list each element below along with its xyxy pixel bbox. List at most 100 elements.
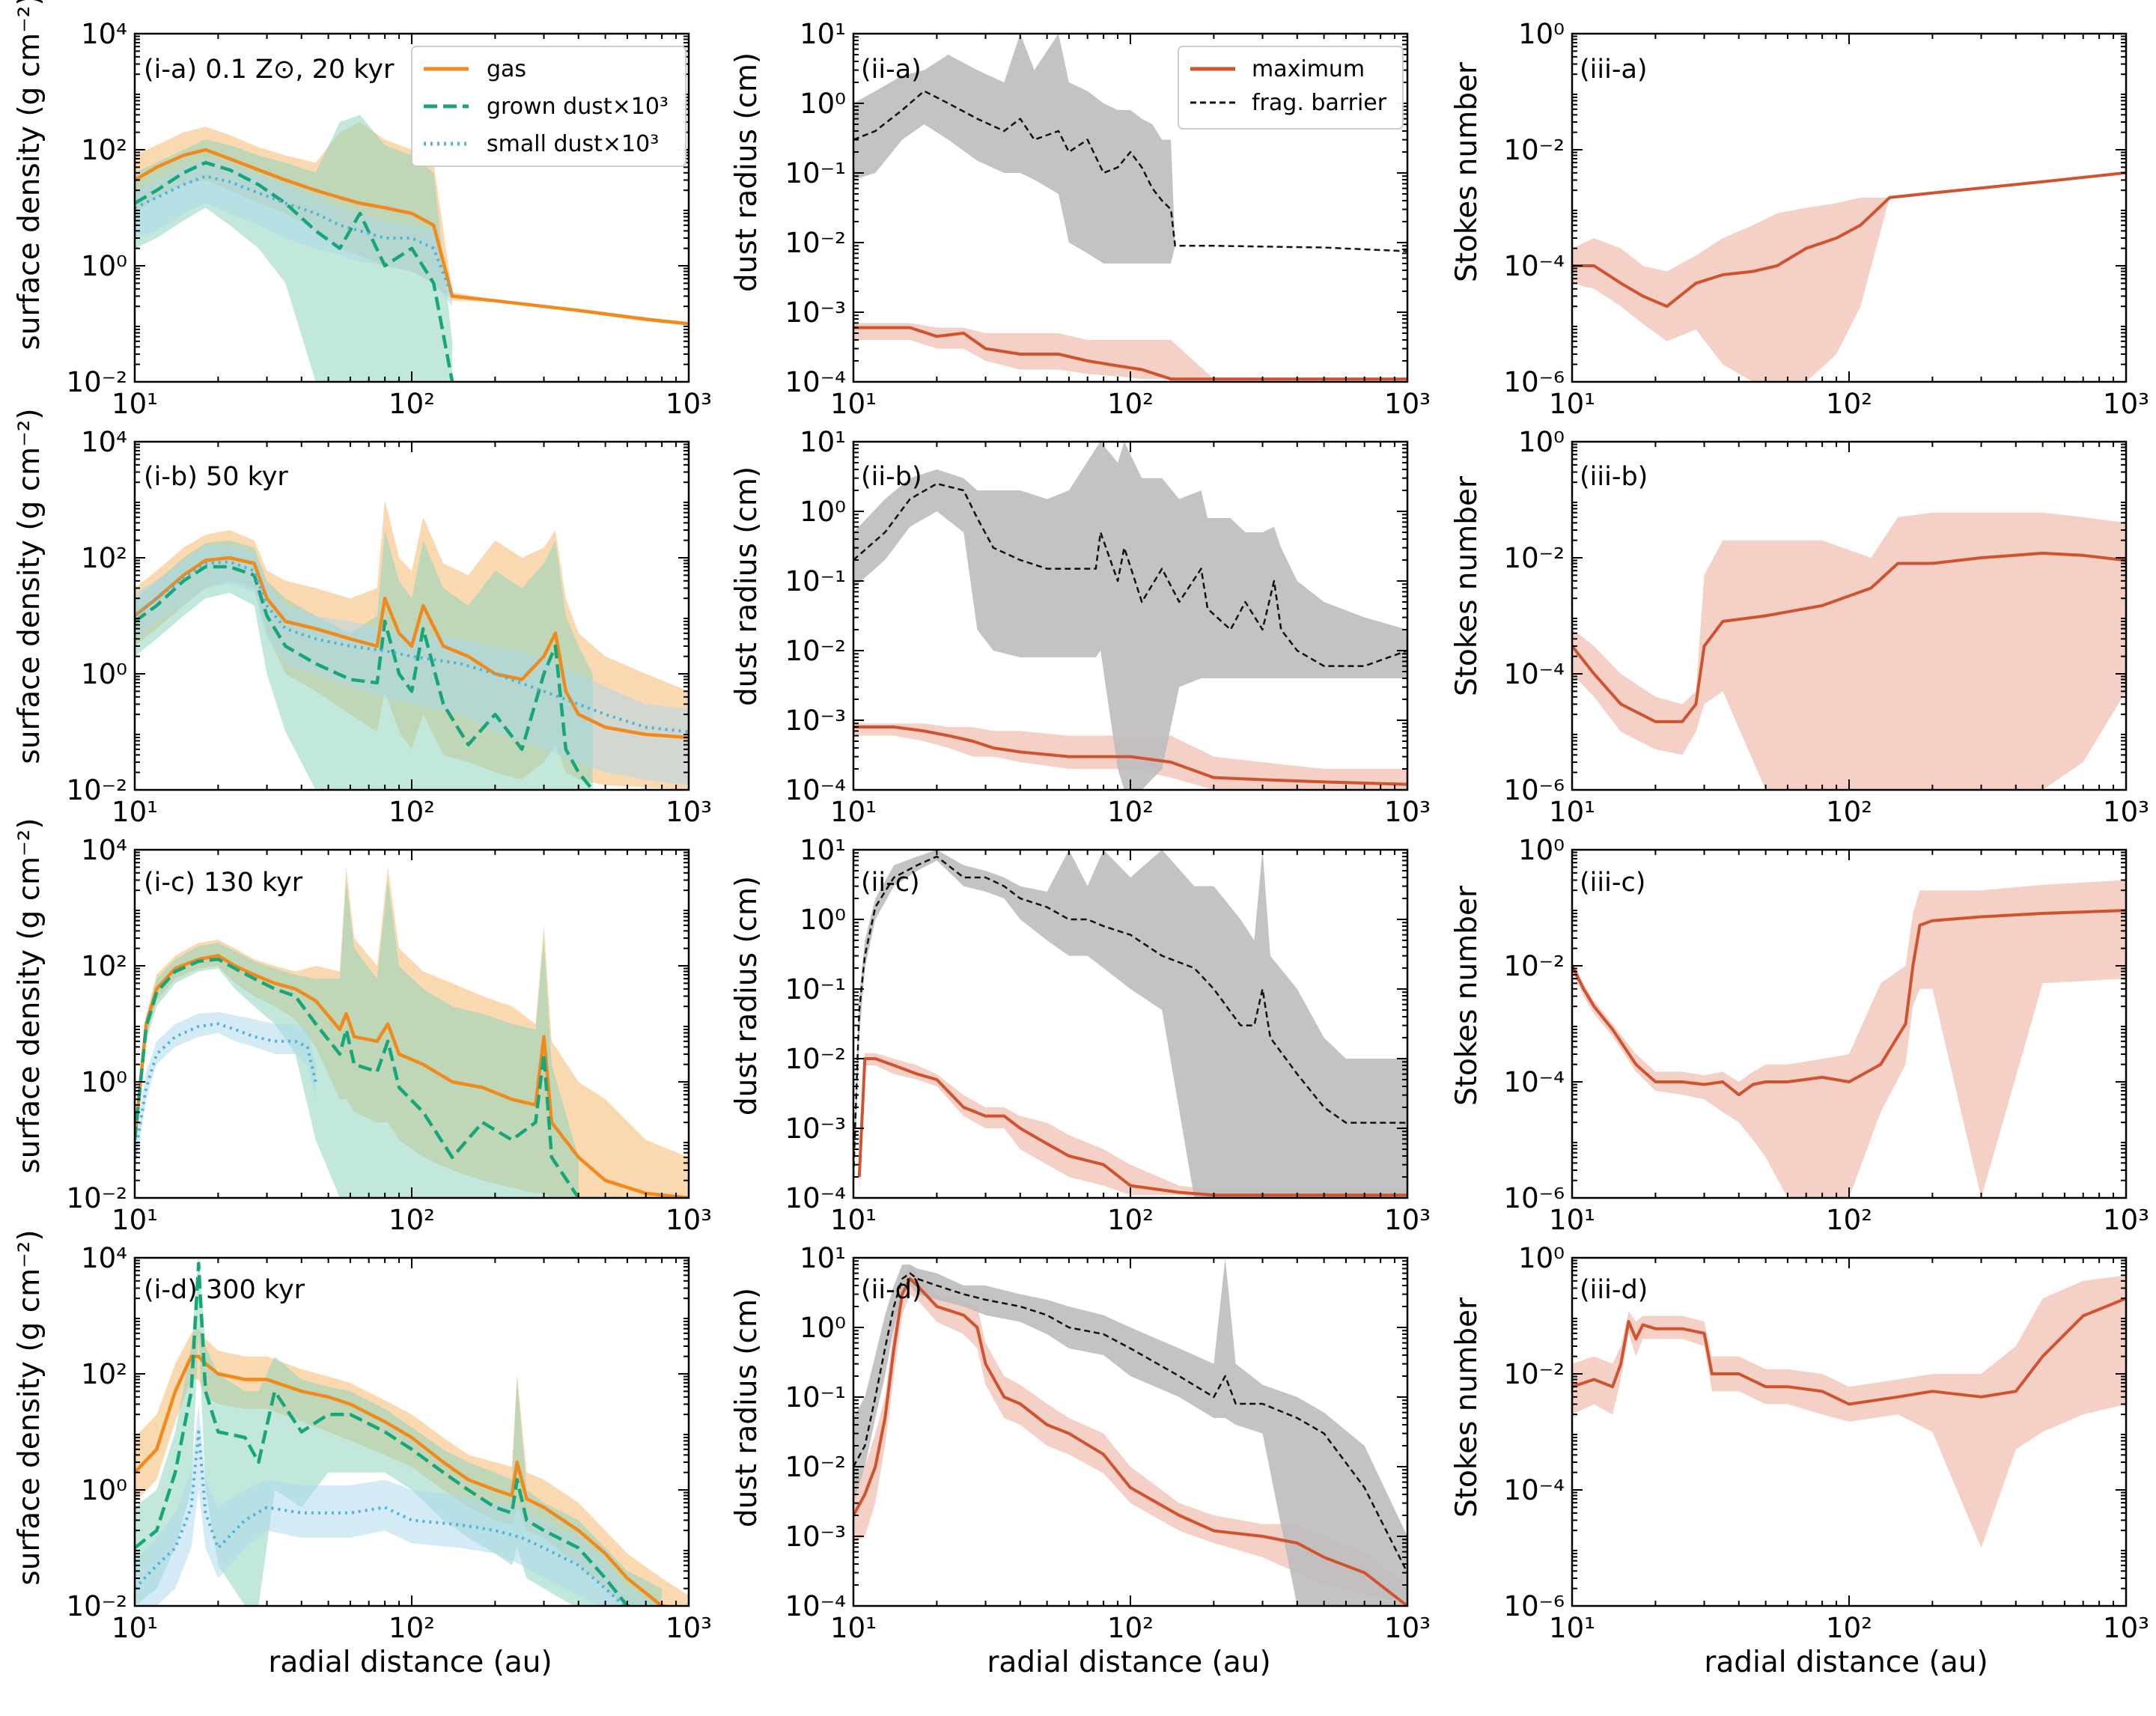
ytick-label-i-c-2: 10²	[81, 950, 127, 982]
xtick-label-ii-c-3: 10³	[1384, 1204, 1431, 1236]
xlabel-col-ii: radial distance (au)	[987, 1646, 1270, 1679]
panel-label-iii-b: (iii-b)	[1580, 462, 1648, 492]
panel-label-i-b: (i-b) 50 kyr	[144, 462, 288, 492]
xtick-label-ii-b-3: 10³	[1384, 796, 1431, 828]
xtick-label-iii-b-1: 10¹	[1549, 796, 1595, 828]
band-i-c-small	[135, 1011, 316, 1170]
band-iii-d-maximum	[1572, 1275, 2126, 1548]
panel-i-a: 10¹ 10² 10³ 10⁻² 10⁰ 10² 10⁴	[67, 18, 712, 420]
band-iii-a-maximum	[1572, 172, 2126, 382]
xtick-label-i-a-3: 10³	[666, 388, 712, 420]
panel-ii-b: 10¹ 10² 10³ 10⁻⁴ 10⁻³ 10⁻² 10⁻¹ 10⁰ 10¹	[785, 426, 1431, 828]
xtick-label-i-d-2: 10²	[389, 1612, 435, 1644]
panel-label-ii-d: (ii-d)	[861, 1275, 922, 1305]
xtick-label-i-c-2: 10²	[389, 1204, 435, 1236]
ylabel-i-c: surface density (g cm⁻²)	[13, 818, 46, 1173]
xtick-label-ii-a-2: 10²	[1107, 388, 1154, 420]
xtick-label-ii-d-1: 10¹	[830, 1612, 877, 1644]
panel-label-i-c: (i-c) 130 kyr	[144, 868, 303, 898]
panel-label-i-a: (i-a) 0.1 Z⊙, 20 kyr	[144, 55, 395, 85]
ytick-label-ii-d-4: 10⁰	[800, 1312, 846, 1344]
ytick-label-i-b-3: 10⁴	[81, 426, 127, 458]
series-i-a-grown	[135, 160, 454, 382]
xtick-label-i-b-2: 10²	[389, 796, 435, 828]
ylabel-i-a: surface density (g cm⁻²)	[13, 0, 46, 350]
series-i-c-gas	[135, 954, 689, 1198]
panel-i-b: 10¹ 10² 10³ 10⁻² 10⁰ 10² 10⁴	[67, 426, 712, 828]
ytick-label-i-b-0: 10⁻²	[67, 774, 127, 806]
panel-ii-c: 10¹ 10² 10³ 10⁻⁴ 10⁻³ 10⁻² 10⁻¹ 10⁰ 10¹	[785, 834, 1431, 1236]
legend-a: gas grown dust×10³ small dust×10³	[411, 46, 686, 167]
xtick-label-i-d-3: 10³	[666, 1612, 712, 1644]
xtick-label-ii-c-2: 10²	[1107, 1204, 1154, 1236]
ytick-label-i-d-0: 10⁻²	[67, 1590, 127, 1622]
xtick-label-ii-b-1: 10¹	[830, 796, 877, 828]
band-ii-c-maximum	[859, 1053, 1407, 1198]
ytick-label-iii-d-2: 10⁻²	[1504, 1358, 1565, 1390]
bands-i-a	[135, 115, 689, 382]
xtick-label-iii-d-1: 10¹	[1549, 1612, 1595, 1644]
series-ii-a-maximum	[853, 326, 1407, 381]
band-ii-d-frag	[853, 1258, 1407, 1606]
band-i-c-grown	[135, 880, 579, 1198]
xtick-label-iii-d-3: 10³	[2103, 1612, 2149, 1644]
ylabel-i-d: surface density (g cm⁻²)	[13, 1229, 46, 1585]
ytick-label-i-a-0: 10⁻²	[67, 366, 127, 398]
ytick-label-i-b-2: 10²	[81, 542, 127, 574]
lines-ii-b	[853, 482, 1407, 786]
panel-ii-d: 10¹ 10² 10³ 10⁻⁴ 10⁻³ 10⁻² 10⁻¹ 10⁰ 10¹	[785, 1242, 1431, 1644]
xtick-label-ii-c-1: 10¹	[830, 1204, 877, 1236]
legend-grown-label: grown dust×10³	[487, 94, 669, 120]
band-ii-c-frag	[853, 850, 1407, 1198]
ytick-label-ii-a-0: 10⁻⁴	[785, 366, 846, 398]
ytick-label-ii-a-3: 10⁻¹	[785, 157, 846, 189]
ytick-label-ii-d-0: 10⁻⁴	[785, 1590, 846, 1622]
ytick-label-ii-c-2: 10⁻²	[785, 1043, 846, 1075]
band-ii-a-maximum	[853, 323, 1407, 380]
xtick-label-iii-c-1: 10¹	[1549, 1204, 1595, 1236]
band-i-d-small	[135, 1404, 657, 1606]
ytick-label-ii-d-1: 10⁻³	[785, 1521, 846, 1553]
ytick-label-ii-d-3: 10⁻¹	[785, 1381, 846, 1414]
ytick-label-ii-a-1: 10⁻³	[785, 296, 846, 329]
lines-i-c	[135, 954, 689, 1198]
bands-ii-d	[853, 1258, 1407, 1606]
band-ii-b-frag	[853, 442, 1407, 790]
ytick-label-ii-c-4: 10⁰	[800, 904, 846, 936]
bands-ii-c	[853, 850, 1407, 1198]
xtick-label-i-c-1: 10¹	[112, 1204, 158, 1236]
ytick-label-i-c-3: 10⁴	[81, 834, 127, 866]
ytick-label-iii-a-2: 10⁻²	[1504, 134, 1565, 166]
ytick-label-i-d-3: 10⁴	[81, 1242, 127, 1274]
ylabel-iii-b: Stokes number	[1450, 475, 1484, 696]
lines-ii-a	[853, 90, 1407, 381]
lines-iii-a	[1572, 171, 2126, 308]
xtick-label-ii-d-3: 10³	[1384, 1612, 1431, 1644]
xtick-label-iii-c-2: 10²	[1826, 1204, 1872, 1236]
ytick-label-iii-a-0: 10⁻⁶	[1504, 366, 1565, 398]
ylabel-ii-c: dust radius (cm)	[730, 876, 764, 1116]
band-ii-a-frag	[853, 34, 1407, 264]
xtick-label-i-b-3: 10³	[666, 796, 712, 828]
panel-iii-b: 10¹ 10² 10³ 10⁻⁶ 10⁻⁴ 10⁻² 10⁰	[1504, 426, 2149, 828]
ytick-label-ii-a-4: 10⁰	[800, 88, 846, 120]
series-i-d-small	[135, 1430, 627, 1606]
ytick-label-iii-c-0: 10⁻⁶	[1504, 1182, 1565, 1214]
xtick-label-iii-b-2: 10²	[1826, 796, 1872, 828]
series-ii-c-frag	[853, 855, 1407, 1178]
panel-i-d: 10¹ 10² 10³ 10⁻² 10⁰ 10² 10⁴	[67, 1242, 712, 1644]
xtick-label-i-b-1: 10¹	[112, 796, 158, 828]
series-i-c-grown	[135, 957, 580, 1198]
lines-i-a	[135, 147, 689, 382]
lines-iii-d	[1572, 1297, 2126, 1406]
ytick-label-ii-b-2: 10⁻²	[785, 635, 846, 667]
ytick-label-i-a-1: 10⁰	[81, 250, 127, 282]
ytick-label-ii-c-0: 10⁻⁴	[785, 1182, 846, 1214]
panel-i-c: 10¹ 10² 10³ 10⁻² 10⁰ 10² 10⁴	[67, 834, 712, 1236]
panel-label-ii-a: (ii-a)	[861, 55, 922, 85]
series-i-d-gas	[135, 1354, 677, 1606]
legend-small-label: small dust×10³	[487, 131, 659, 157]
series-i-b-small	[135, 560, 689, 734]
xtick-label-i-d-1: 10¹	[112, 1612, 158, 1644]
ylabel-ii-a: dust radius (cm)	[730, 52, 764, 292]
